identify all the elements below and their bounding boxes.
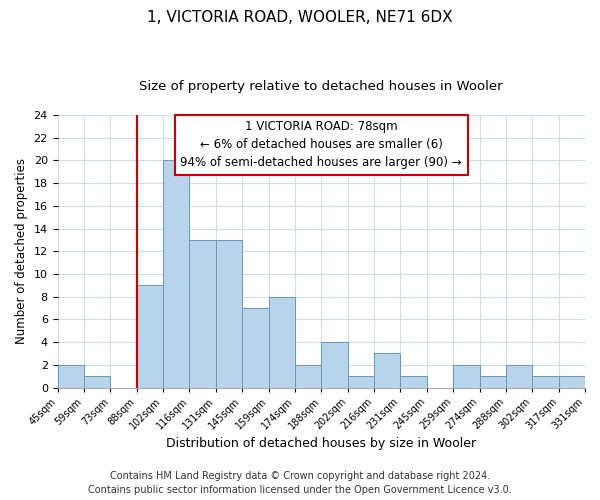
Bar xyxy=(58,365,84,388)
Bar xyxy=(479,376,506,388)
Bar xyxy=(374,354,400,388)
Bar xyxy=(506,365,532,388)
Bar xyxy=(137,286,163,388)
Bar xyxy=(532,376,559,388)
Text: 1, VICTORIA ROAD, WOOLER, NE71 6DX: 1, VICTORIA ROAD, WOOLER, NE71 6DX xyxy=(147,10,453,25)
Bar xyxy=(163,160,190,388)
Bar xyxy=(400,376,427,388)
Bar xyxy=(242,308,269,388)
Bar xyxy=(321,342,347,388)
Bar xyxy=(216,240,242,388)
Bar xyxy=(295,365,321,388)
X-axis label: Distribution of detached houses by size in Wooler: Distribution of detached houses by size … xyxy=(166,437,476,450)
Title: Size of property relative to detached houses in Wooler: Size of property relative to detached ho… xyxy=(139,80,503,93)
Text: Contains HM Land Registry data © Crown copyright and database right 2024.
Contai: Contains HM Land Registry data © Crown c… xyxy=(88,471,512,495)
Bar xyxy=(453,365,479,388)
Y-axis label: Number of detached properties: Number of detached properties xyxy=(15,158,28,344)
Bar xyxy=(84,376,110,388)
Bar xyxy=(559,376,585,388)
Bar xyxy=(269,296,295,388)
Text: 1 VICTORIA ROAD: 78sqm
← 6% of detached houses are smaller (6)
94% of semi-detac: 1 VICTORIA ROAD: 78sqm ← 6% of detached … xyxy=(181,120,462,170)
Bar xyxy=(347,376,374,388)
Bar xyxy=(190,240,216,388)
